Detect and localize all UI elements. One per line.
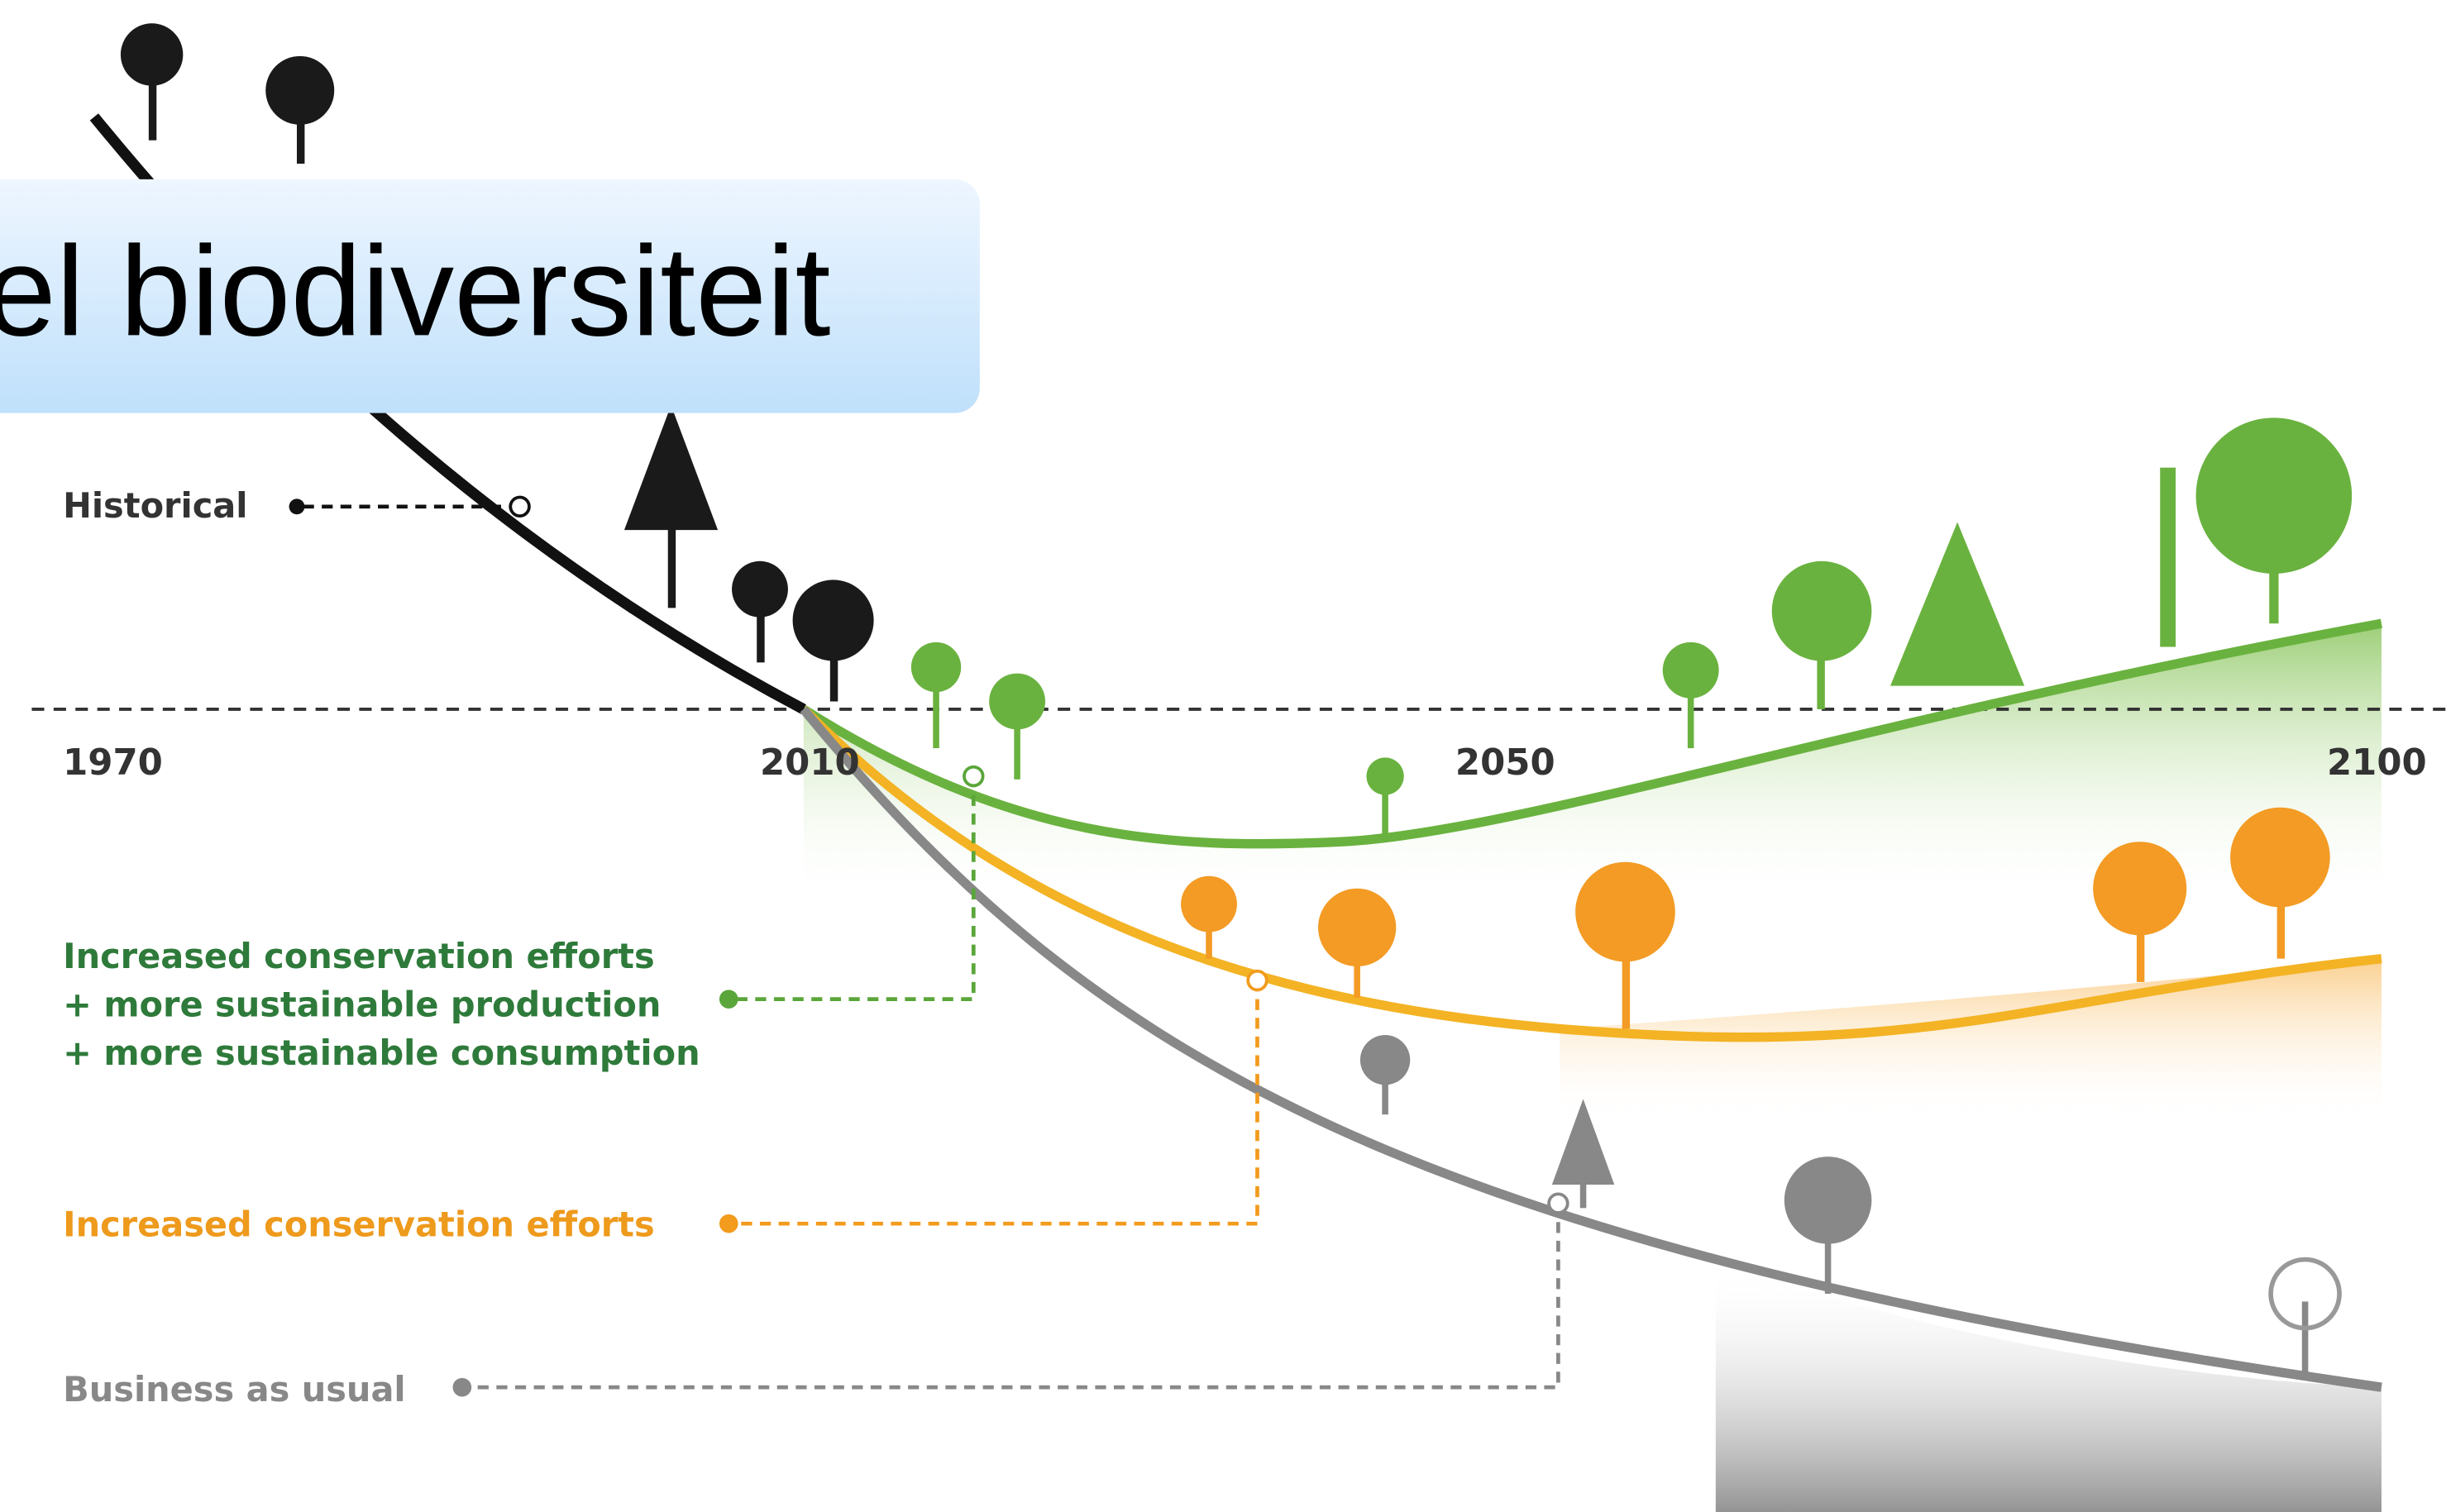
banner-title: el biodiversiteit (0, 219, 831, 362)
year-label: 2010 (760, 742, 860, 784)
page: {"banner": {"text": "el biodiversiteit"}… (0, 0, 2446, 1512)
orange-leader (729, 980, 1257, 1223)
year-label: 1970 (63, 742, 163, 784)
dot (719, 1214, 738, 1233)
point (1549, 1194, 1568, 1213)
diagram: el biodiversiteit 1970 2010 2050 2100 Hi… (0, 0, 2446, 1512)
year-label: 2100 (2327, 742, 2427, 784)
dot (719, 990, 738, 1009)
dot (453, 1378, 472, 1397)
gray-area (1716, 1262, 2382, 1512)
scenario-label: Historical (63, 485, 247, 526)
point (1248, 971, 1267, 990)
scenario-label: + more sustainable consumption (63, 1033, 700, 1073)
scenario-label: + more sustainable production (63, 984, 661, 1024)
point (510, 497, 529, 516)
point (964, 767, 983, 786)
scenario-label: Increased conservation efforts (63, 936, 655, 976)
year-label: 2050 (1455, 742, 1555, 784)
scenario-label: Increased conservation efforts (63, 1204, 655, 1244)
dot (289, 498, 305, 514)
scenario-label: Business as usual (63, 1369, 406, 1409)
